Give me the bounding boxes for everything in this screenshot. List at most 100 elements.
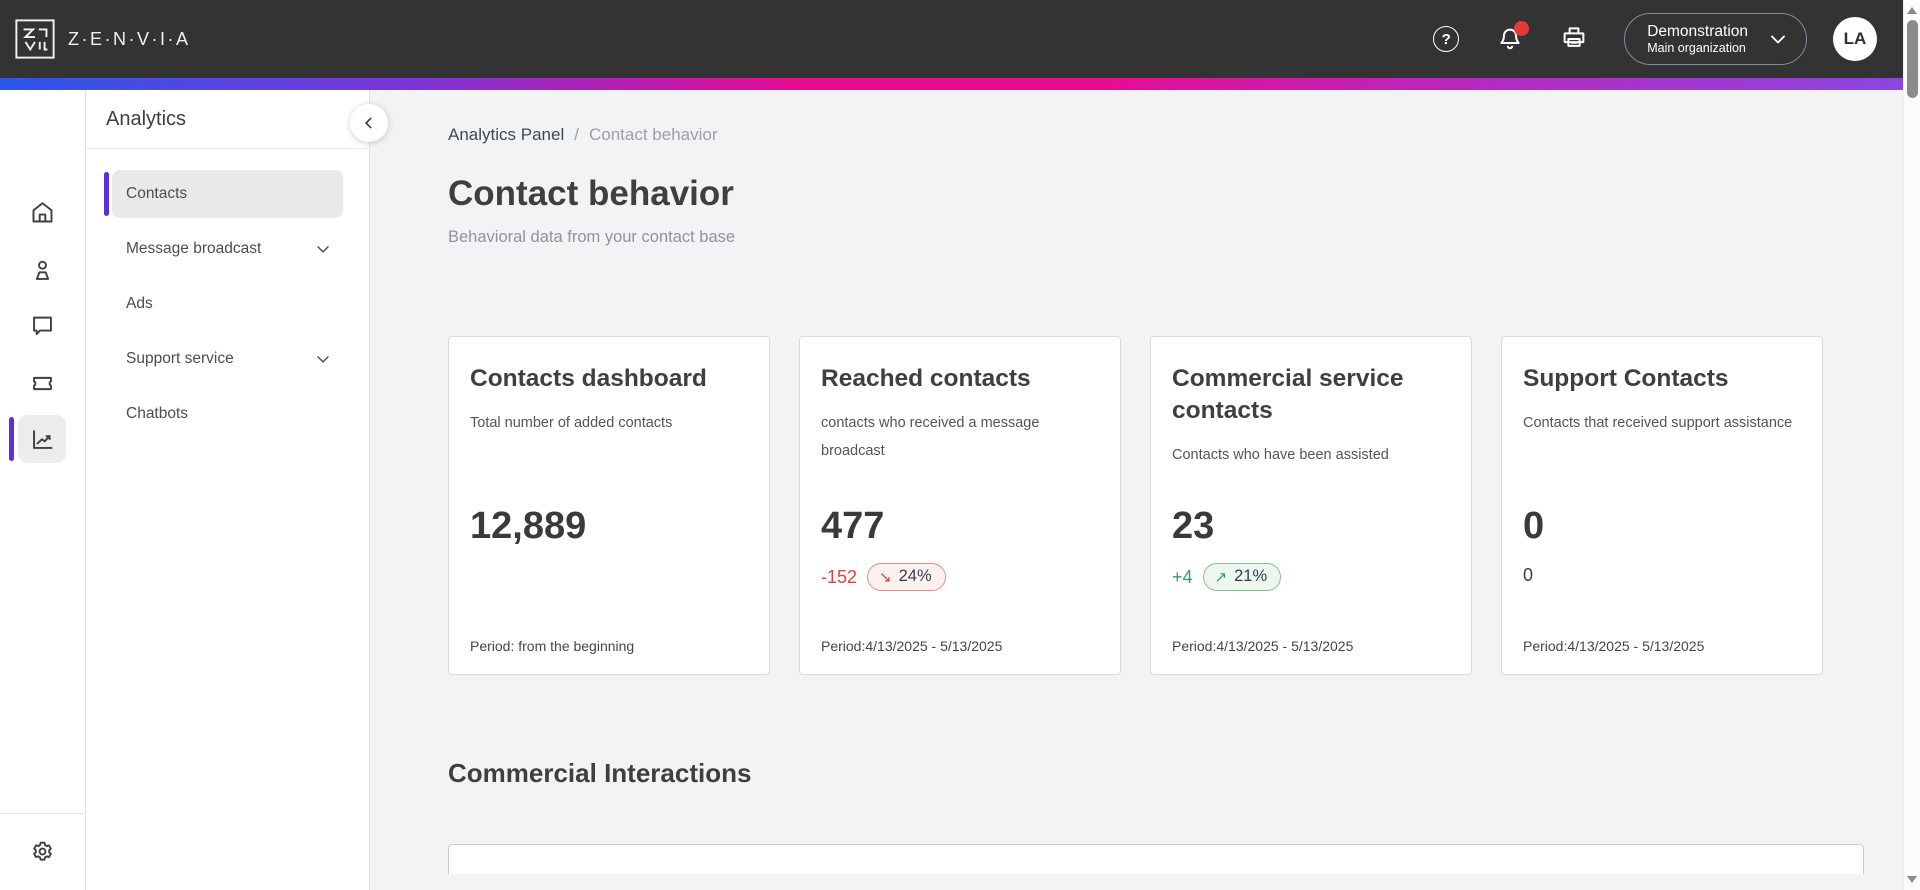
- card-commercial-service-contacts: Commercial service contacts Contacts who…: [1150, 336, 1472, 675]
- organization-subtitle: Main organization: [1647, 40, 1746, 55]
- kpi-cards-row: Contacts dashboard Total number of added…: [448, 336, 1903, 675]
- analytics-sidebar: Analytics Contacts Message broadcast: [86, 90, 388, 890]
- card-secondary-value: 0: [1523, 565, 1534, 585]
- notifications-button[interactable]: [1490, 19, 1530, 59]
- trend-percentage: 24%: [898, 567, 932, 585]
- sidebar-item-message-broadcast[interactable]: Message broadcast: [112, 225, 343, 273]
- breadcrumb-current: Contact behavior: [588, 125, 718, 144]
- rail-item-contacts[interactable]: [18, 246, 66, 294]
- sidebar-menu: Contacts Message broadcast Ads Support s…: [86, 149, 369, 438]
- notifications-bell-icon: [1496, 25, 1524, 53]
- organization-switcher[interactable]: Demonstration Main organization: [1624, 13, 1807, 65]
- rail-item-analytics[interactable]: [18, 415, 66, 463]
- card-period: Period:4/13/2025 - 5/13/2025: [1172, 638, 1354, 654]
- page-scrollbar[interactable]: [1903, 0, 1920, 890]
- sidebar-item-label: Chatbots: [126, 405, 189, 422]
- delta-value: +4: [1172, 566, 1193, 587]
- zenvia-logo-text: Z·E·N·V·I·A: [68, 28, 191, 49]
- commercial-interactions-panel: [448, 844, 1864, 874]
- rail-item-chat[interactable]: [18, 301, 66, 349]
- page-subtitle: Behavioral data from your contact base: [448, 228, 736, 246]
- card-support-contacts: Support Contacts Contacts that received …: [1501, 336, 1823, 675]
- card-value: 0: [1523, 505, 1545, 547]
- card-title: Contacts dashboard: [470, 365, 707, 392]
- sidebar-item-chatbots[interactable]: Chatbots: [112, 390, 343, 438]
- user-avatar[interactable]: LA: [1833, 17, 1877, 61]
- sidebar-item-label: Contacts: [126, 185, 188, 202]
- help-button[interactable]: ?: [1426, 19, 1466, 59]
- card-trend-row: -152 ↘ 24%: [821, 563, 946, 591]
- top-bar-actions: ?: [1402, 13, 1877, 65]
- analytics-chart-icon: [29, 426, 56, 453]
- home-icon: [29, 199, 56, 226]
- card-value: 23: [1172, 505, 1215, 547]
- card-trend-row: +4 ↗ 21%: [1172, 563, 1282, 591]
- sidebar-item-contacts[interactable]: Contacts: [104, 170, 343, 218]
- card-head: Commercial service contacts Contacts who…: [1151, 337, 1471, 469]
- icon-rail: [0, 90, 86, 890]
- main-content: Analytics Panel / Contact behavior Conta…: [371, 90, 1903, 890]
- card-description: Total number of added contacts: [470, 415, 673, 431]
- card-description: contacts who received a message broadcas…: [821, 415, 1040, 459]
- card-value: 477: [821, 505, 885, 547]
- page-title: Contact behavior: [448, 174, 734, 213]
- rail-item-tickets[interactable]: [18, 359, 66, 407]
- card-period: Period:4/13/2025 - 5/13/2025: [1523, 638, 1705, 654]
- card-head: Reached contacts contacts who received a…: [800, 337, 1120, 465]
- rail-item-home[interactable]: [18, 188, 66, 236]
- card-description: Contacts that received support assistanc…: [1523, 415, 1793, 431]
- card-period: Period: from the beginning: [470, 638, 635, 654]
- zenvia-logo: Z·E·N·V·I·A: [14, 18, 190, 60]
- scroll-up-arrow-icon[interactable]: [1907, 7, 1917, 14]
- card-head: Contacts dashboard Total number of added…: [449, 337, 769, 437]
- collapse-sidebar-icon: [359, 113, 379, 133]
- chat-icon: [29, 312, 56, 339]
- card-head: Support Contacts Contacts that received …: [1502, 337, 1822, 437]
- card-reached-contacts: Reached contacts contacts who received a…: [799, 336, 1121, 675]
- trend-percentage: 21%: [1234, 567, 1268, 585]
- breadcrumb: Analytics Panel / Contact behavior: [448, 124, 1903, 146]
- sidebar-divider: [86, 148, 369, 149]
- organization-labels: Demonstration Main organization: [1647, 22, 1748, 57]
- sidebar-item-ads[interactable]: Ads: [112, 280, 343, 328]
- help-icon: ?: [1433, 26, 1460, 52]
- card-title: Commercial service contacts: [1172, 365, 1404, 424]
- sidebar-item-label: Ads: [126, 295, 153, 312]
- organization-name: Demonstration: [1647, 22, 1748, 40]
- trend-badge: ↗ 21%: [1202, 563, 1282, 591]
- trend-down-icon: ↘: [879, 568, 892, 586]
- scrollbar-thumb[interactable]: [1907, 20, 1918, 98]
- settings-gear-icon: [29, 838, 56, 865]
- ticket-icon: [29, 370, 56, 397]
- card-contacts-dashboard: Contacts dashboard Total number of added…: [448, 336, 770, 675]
- trend-up-icon: ↗: [1214, 568, 1228, 586]
- section-heading-commercial-interactions: Commercial Interactions: [448, 758, 752, 788]
- chevron-down-icon: [1766, 27, 1790, 51]
- brand-gradient-bar: [0, 78, 1903, 90]
- sidebar-title: Analytics: [106, 107, 187, 130]
- top-bar: Z·E·N·V·I·A ?: [0, 0, 1903, 78]
- card-period: Period:4/13/2025 - 5/13/2025: [821, 638, 1003, 654]
- notification-badge-dot: [1514, 21, 1530, 36]
- card-title: Support Contacts: [1523, 365, 1729, 392]
- print-icon: [1559, 24, 1589, 54]
- zenvia-logo-icon: [14, 18, 56, 60]
- sidebar-collapse-button[interactable]: [350, 104, 388, 142]
- rail-item-settings[interactable]: [18, 827, 66, 875]
- card-title: Reached contacts: [821, 365, 1031, 392]
- delta-value: -152: [821, 566, 858, 587]
- print-button[interactable]: [1554, 19, 1594, 59]
- sidebar-item-support-service[interactable]: Support service: [112, 335, 343, 383]
- card-description: Contacts who have been assisted: [1172, 447, 1389, 463]
- card-value: 12,889: [470, 505, 587, 547]
- scroll-down-arrow-icon[interactable]: [1907, 876, 1917, 883]
- rail-divider: [0, 813, 84, 814]
- breadcrumb-separator: /: [574, 125, 579, 144]
- rail-selected-indicator: [9, 417, 14, 461]
- contacts-icon: [29, 257, 56, 284]
- breadcrumb-analytics-panel[interactable]: Analytics Panel: [448, 125, 565, 144]
- chevron-down-icon: [313, 239, 333, 259]
- trend-badge: ↘ 24%: [867, 563, 946, 591]
- sidebar-item-label: Message broadcast: [126, 240, 262, 257]
